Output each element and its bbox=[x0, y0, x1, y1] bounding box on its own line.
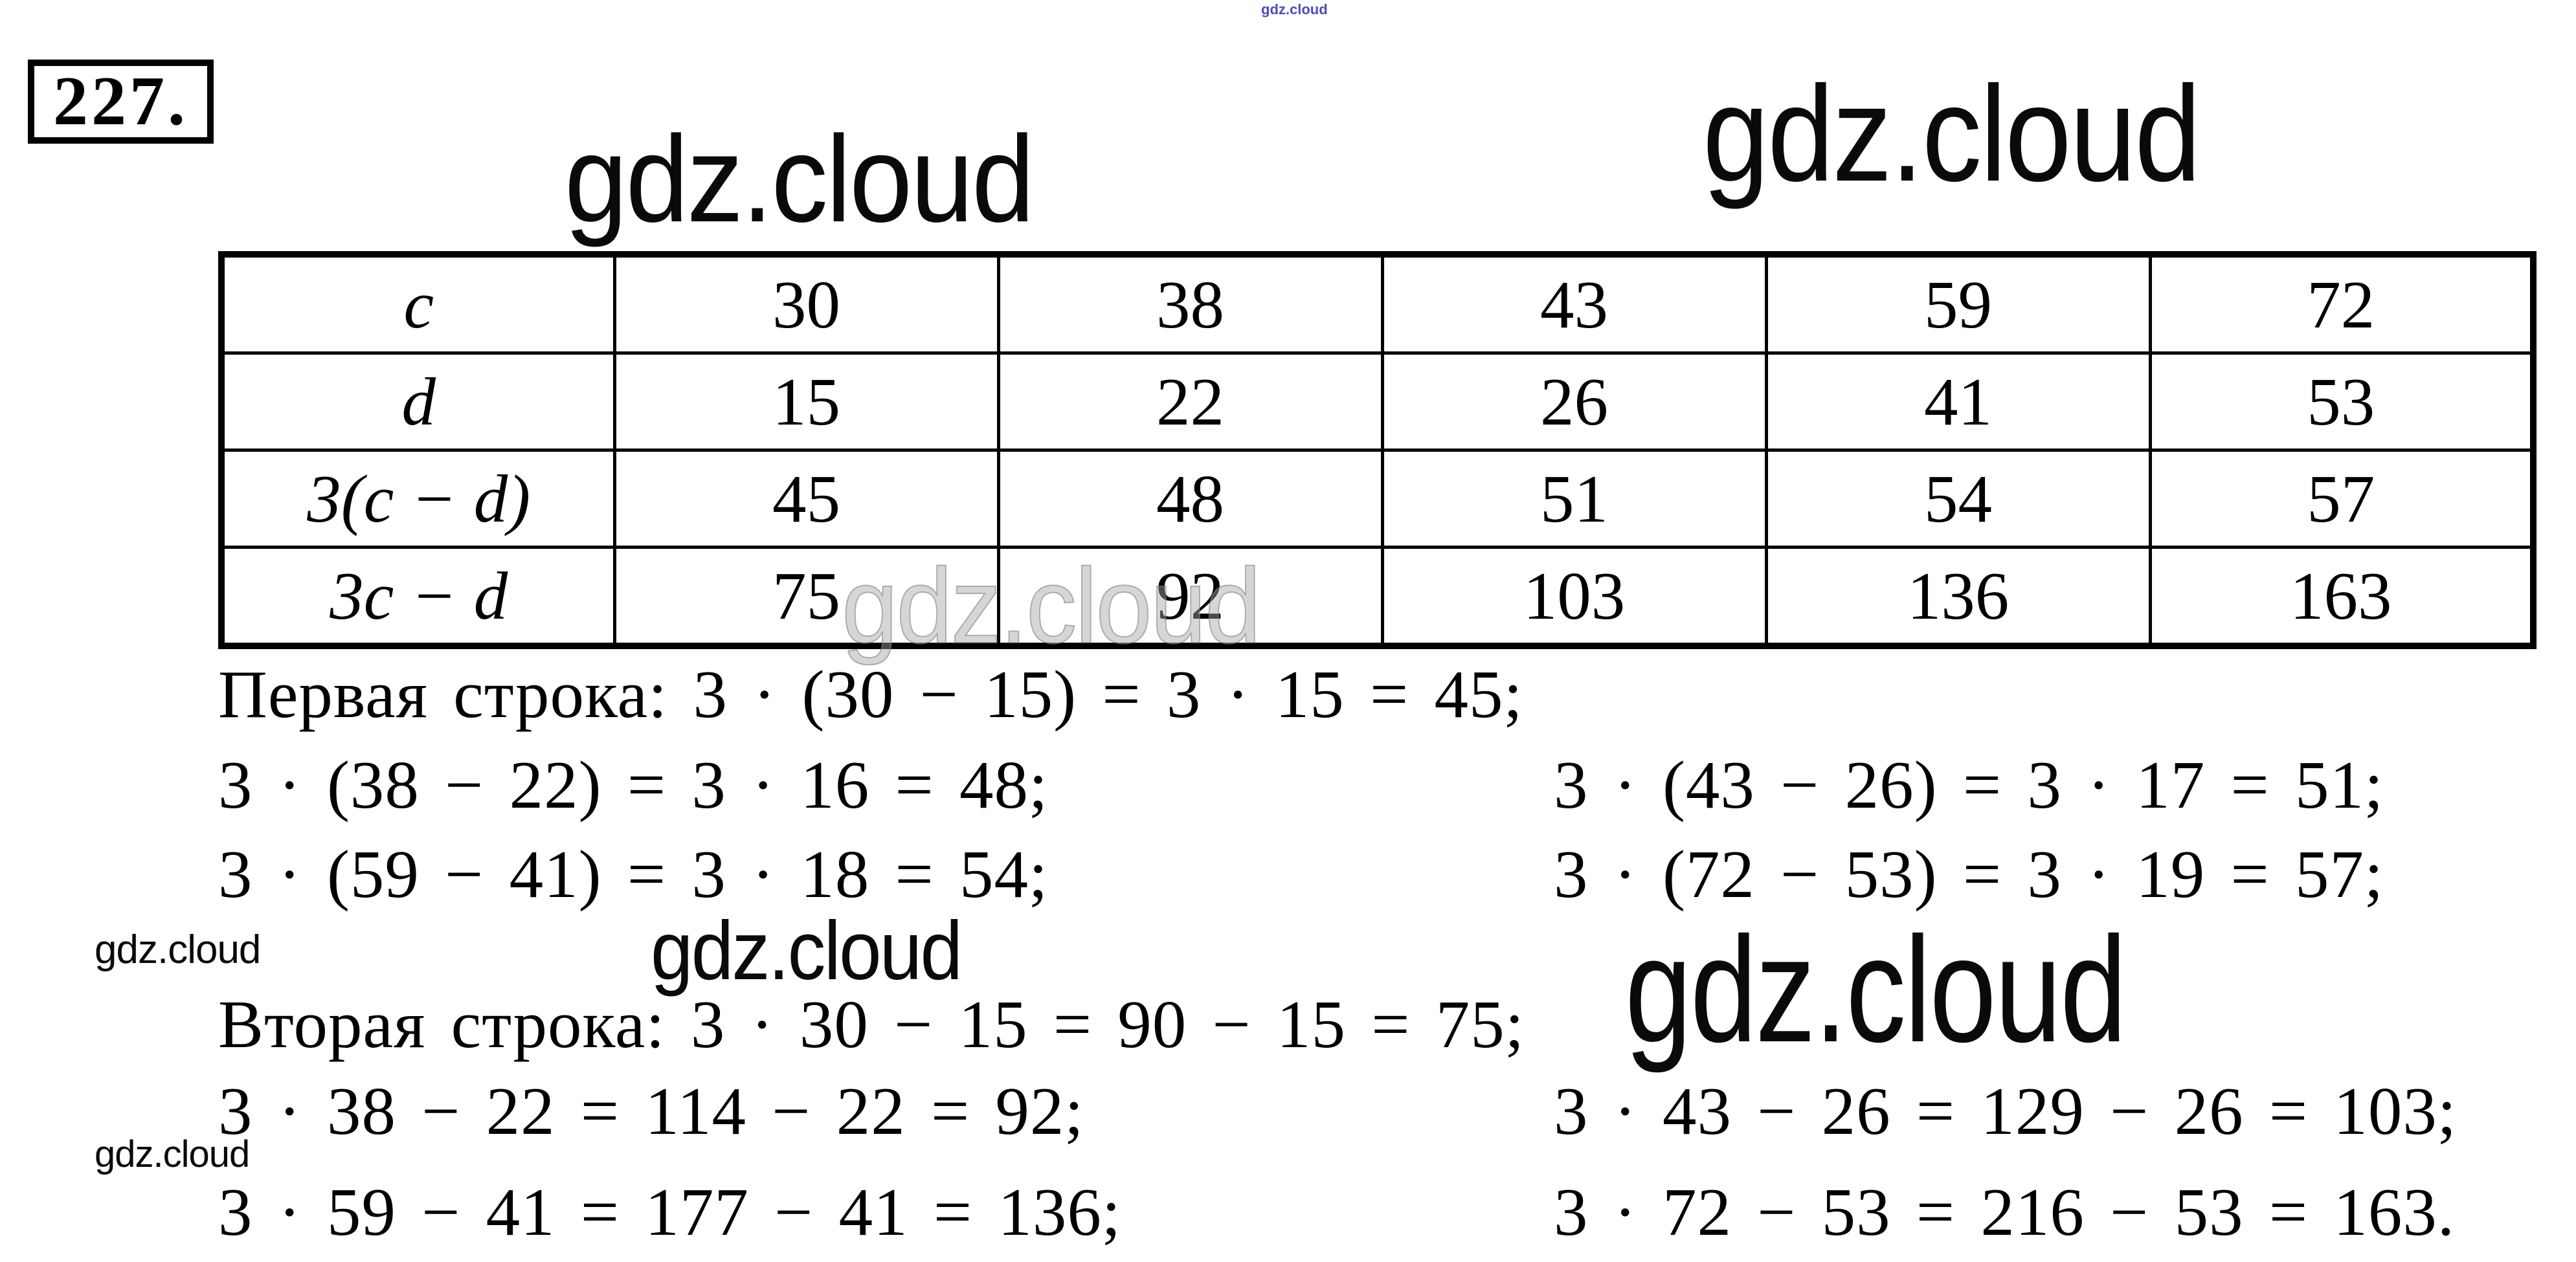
table-cell: 48 bbox=[996, 448, 1384, 549]
solution-line-6-left: 3 · 59 − 41 = 177 − 41 = 136; bbox=[218, 1174, 1122, 1250]
table-cell: 103 bbox=[1380, 546, 1768, 648]
table-cell: 59 bbox=[1764, 252, 2152, 355]
table-row-3cd: 3(c − d) 45 48 51 54 57 bbox=[219, 448, 2535, 549]
table-cell: 26 bbox=[1380, 351, 1768, 452]
row-label-d: d bbox=[219, 351, 616, 452]
watermark-gdz-cloud-top-left: gdz.cloud bbox=[565, 111, 1035, 248]
watermark-gdz-cloud-small-1: gdz.cloud bbox=[95, 927, 261, 972]
table-row-d: d 15 22 26 41 53 bbox=[219, 351, 2535, 452]
table-cell: 22 bbox=[996, 351, 1384, 452]
watermark-gdz-cloud-tiny: gdz.cloud bbox=[1261, 1, 1328, 17]
row-label-c: c bbox=[219, 252, 616, 355]
table-cell: 51 bbox=[1380, 448, 1768, 549]
table-cell: 43 bbox=[1380, 252, 1768, 355]
table-cell: 75 bbox=[612, 546, 1000, 648]
table-cell: 57 bbox=[2148, 448, 2535, 549]
watermark-gdz-cloud-mid-center: gdz.cloud bbox=[651, 905, 963, 997]
table-cell: 53 bbox=[2148, 351, 2535, 452]
table-row-c: c 30 38 43 59 72 bbox=[219, 252, 2535, 355]
watermark-gdz-cloud-mid-right: gdz.cloud bbox=[1625, 906, 2127, 1074]
table-cell: 30 bbox=[612, 252, 1000, 355]
solution-line-4: Вторая строка: 3 · 30 − 15 = 90 − 15 = 7… bbox=[218, 986, 1525, 1062]
solution-line-2-left: 3 · (38 − 22) = 3 · 16 = 48; bbox=[218, 747, 1049, 823]
row-label-3c-d: 3c − d bbox=[219, 546, 616, 648]
table-cell: 54 bbox=[1764, 448, 2152, 549]
solution-line-6-right: 3 · 72 − 53 = 216 − 53 = 163. bbox=[1554, 1174, 2456, 1250]
table-row-3c-d: 3c − d 75 92 103 136 163 bbox=[219, 546, 2535, 648]
solution-line-3-left: 3 · (59 − 41) = 3 · 18 = 54; bbox=[218, 836, 1049, 912]
solution-line-1: Первая строка: 3 · (30 − 15) = 3 · 15 = … bbox=[218, 656, 1523, 732]
watermark-gdz-cloud-top-right: gdz.cloud bbox=[1703, 58, 2201, 210]
table-cell: 41 bbox=[1764, 351, 2152, 452]
values-table: c 30 38 43 59 72 d 15 22 26 41 53 3(c − … bbox=[218, 251, 2537, 649]
row-label-3cd: 3(c − d) bbox=[219, 448, 616, 549]
problem-number: 227. bbox=[53, 63, 188, 140]
table-cell: 136 bbox=[1764, 546, 2152, 648]
table-cell: 72 bbox=[2148, 252, 2535, 355]
table-cell: 38 bbox=[996, 252, 1384, 355]
solution-line-2-right: 3 · (43 − 26) = 3 · 17 = 51; bbox=[1554, 747, 2384, 823]
solution-line-5-right: 3 · 43 − 26 = 129 − 26 = 103; bbox=[1554, 1073, 2458, 1149]
table-cell: 15 bbox=[612, 351, 1000, 452]
watermark-gdz-cloud-faint: gdz.cloud bbox=[841, 546, 1262, 666]
table-cell: 163 bbox=[2148, 546, 2535, 648]
solution-line-3-right: 3 · (72 − 53) = 3 · 19 = 57; bbox=[1554, 836, 2384, 912]
watermark-gdz-cloud-small-2: gdz.cloud bbox=[95, 1133, 250, 1175]
solution-line-5-left: 3 · 38 − 22 = 114 − 22 = 92; bbox=[218, 1073, 1084, 1149]
problem-number-box: 227. bbox=[28, 60, 214, 144]
table-cell: 92 bbox=[996, 546, 1384, 648]
table-cell: 45 bbox=[612, 448, 1000, 549]
